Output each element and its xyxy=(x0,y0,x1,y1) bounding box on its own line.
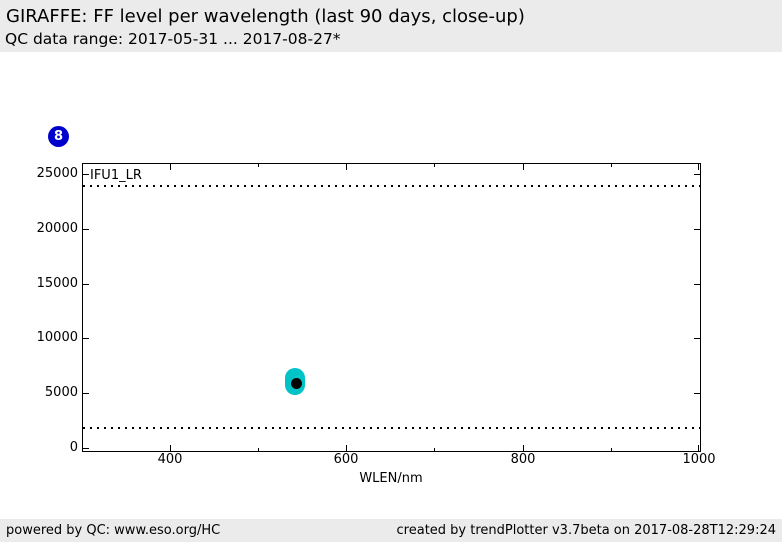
x-axis-label-400: 400 xyxy=(157,452,183,467)
y-axis-label-10000: 10000 xyxy=(36,330,78,345)
page-title: GIRAFFE: FF level per wavelength (last 9… xyxy=(6,6,525,27)
y-tick-right-10000 xyxy=(694,338,700,339)
y-tick-left-0 xyxy=(83,448,89,449)
data-count-badge[interactable]: 8 xyxy=(48,126,69,147)
x-tick-bottom-600 xyxy=(346,445,347,451)
y-tick-right-5000 xyxy=(694,393,700,394)
y-tick-left-25000 xyxy=(83,174,89,175)
x-tick-top-800 xyxy=(523,164,524,170)
upper-threshold-dotted-line xyxy=(83,185,700,187)
footer-created-by: created by trendPlotter v3.7beta on 2017… xyxy=(396,523,776,538)
x-tick-top-500 xyxy=(258,164,259,167)
footer-powered-by: powered by QC: www.eso.org/HC xyxy=(6,523,221,538)
y-tick-right-20000 xyxy=(694,229,700,230)
y-tick-left-10000 xyxy=(83,338,89,339)
x-tick-bottom-700 xyxy=(434,448,435,451)
y-axis-label-15000: 15000 xyxy=(36,276,78,291)
y-axis-label-0: 0 xyxy=(69,440,78,455)
x-tick-top-400 xyxy=(170,164,171,170)
y-tick-right-25000 xyxy=(694,174,700,175)
header-band: GIRAFFE: FF level per wavelength (last 9… xyxy=(0,0,782,52)
x-tick-top-900 xyxy=(611,164,612,167)
x-axis-label-600: 600 xyxy=(333,452,359,467)
qc-data-range-subtitle: QC data range: 2017-05-31 ... 2017-08-27… xyxy=(5,30,341,48)
y-tick-left-5000 xyxy=(83,393,89,394)
data-point-marker[interactable] xyxy=(291,378,302,389)
footer-band: powered by QC: www.eso.org/HC created by… xyxy=(0,519,782,542)
x-axis-label-1000: 1000 xyxy=(682,452,716,467)
x-axis-label-800: 800 xyxy=(510,452,536,467)
x-tick-top-1000 xyxy=(698,164,699,170)
x-tick-bottom-1000 xyxy=(698,445,699,451)
x-tick-top-700 xyxy=(434,164,435,167)
y-tick-left-15000 xyxy=(83,284,89,285)
x-tick-bottom-400 xyxy=(170,445,171,451)
y-axis-label-20000: 20000 xyxy=(36,221,78,236)
y-tick-left-20000 xyxy=(83,229,89,230)
plot-area: IFU1_LR xyxy=(82,163,701,452)
x-tick-bottom-800 xyxy=(523,445,524,451)
x-tick-bottom-900 xyxy=(611,448,612,451)
y-axis-label-25000: 25000 xyxy=(36,166,78,181)
x-tick-bottom-500 xyxy=(258,448,259,451)
series-label-ifu1-lr: IFU1_LR xyxy=(90,168,142,183)
y-tick-right-15000 xyxy=(694,284,700,285)
x-tick-top-600 xyxy=(346,164,347,170)
y-axis-label-5000: 5000 xyxy=(44,385,78,400)
lower-threshold-dotted-line xyxy=(83,427,700,429)
x-axis-title: WLEN/nm xyxy=(359,471,423,486)
